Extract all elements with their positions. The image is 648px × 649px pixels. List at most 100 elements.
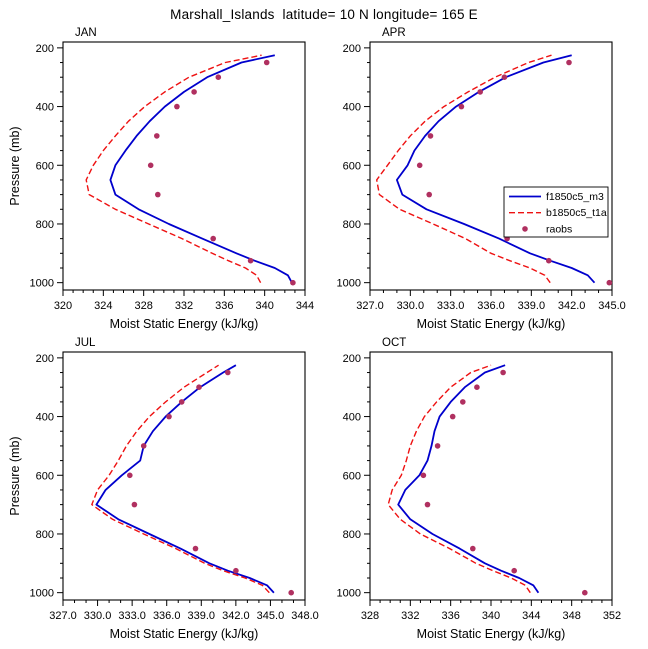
- raobs-dot: [582, 589, 588, 596]
- panel-jul: 327.0 330.0 333.0 336.0 339.0 342.0 345.0 348.0…: [8, 337, 319, 641]
- legend-box: [503, 186, 609, 238]
- series-b1850c5_t1a-line: [85, 54, 262, 284]
- x-tick-label: 342.0: [558, 300, 586, 312]
- raobs-dot: [166, 413, 172, 420]
- raobs-dot: [606, 279, 613, 286]
- x-tick-label: 336: [441, 610, 459, 622]
- y-tick-label: 800: [36, 529, 54, 541]
- plot-frame: [62, 351, 306, 601]
- x-axis-label: Moist Static Energy (kJ/kg): [417, 627, 566, 641]
- y-tick-label: 200: [343, 353, 361, 365]
- raobs-dot: [178, 399, 185, 405]
- y-tick-label: 200: [36, 353, 54, 365]
- legend-entry-label: raobs: [546, 223, 572, 235]
- y-tick-label: 600: [36, 470, 54, 482]
- panel-month-label: JUL: [75, 337, 96, 349]
- x-axis-label: Moist Static Energy (kJ/kg): [417, 317, 566, 331]
- raobs-dot: [155, 191, 161, 198]
- raobs-dot: [210, 235, 216, 242]
- y-tick-label: 1000: [30, 588, 54, 600]
- raobs-dot: [460, 399, 466, 405]
- x-tick-label: 344: [296, 300, 314, 312]
- y-tick-label: 1000: [337, 278, 361, 290]
- series-raobs-dots: [420, 369, 588, 596]
- raobs-dot: [263, 59, 270, 66]
- chart-title: Marshall_Islands latitude= 10 N longitud…: [170, 7, 478, 22]
- y-tick-label: 1000: [337, 588, 361, 600]
- raobs-dot: [566, 59, 572, 66]
- raobs-dot: [192, 545, 199, 552]
- raobs-dot: [290, 279, 296, 286]
- y-tick-label: 800: [36, 219, 54, 231]
- series-f1850c5_m3-line: [109, 54, 293, 284]
- raobs-dot: [458, 103, 465, 110]
- y-tick-label: 400: [343, 412, 361, 424]
- x-axis-label: Moist Static Energy (kJ/kg): [110, 317, 259, 331]
- legend-entry-raobs: raobs: [522, 223, 572, 235]
- plot-frame: [62, 41, 306, 291]
- raobs-dot: [131, 501, 138, 508]
- raobs-dot: [196, 384, 202, 391]
- x-tick-label: 340: [255, 300, 273, 312]
- x-tick-label: 332: [401, 610, 419, 622]
- x-tick-label: 336.0: [477, 300, 505, 312]
- raobs-dot: [427, 133, 434, 139]
- series-raobs-dots: [416, 59, 613, 286]
- x-tick-label: 324: [94, 300, 112, 312]
- x-tick-label: 342.0: [222, 610, 250, 622]
- y-axis-label: Pressure (mb): [8, 436, 22, 515]
- panel-month-label: OCT: [382, 337, 406, 349]
- x-tick-label: 328: [134, 300, 152, 312]
- x-tick-label: 327.0: [49, 610, 77, 622]
- y-tick-label: 1000: [30, 278, 54, 290]
- series-f1850c5_m3-line: [395, 54, 596, 284]
- x-tick-label: 340: [482, 610, 500, 622]
- raobs-dot: [500, 369, 506, 376]
- raobs-dot: [426, 191, 433, 198]
- y-tick-label: 400: [36, 102, 54, 114]
- series-b1850c5_t1a-line: [387, 364, 531, 594]
- legend-entry-b1850c5_t1a: b1850c5_t1a: [509, 207, 607, 219]
- series-b1850c5_t1a-line: [376, 54, 552, 284]
- panel-apr: 327.0 330.0 333.0 336.0 339.0 342.0 345.0 200 40…: [337, 27, 626, 331]
- y-tick-label: 400: [36, 412, 54, 424]
- panel-jan: 320 324 328 332 336 340 344 200 400 600 800 1000 JAN…: [8, 27, 314, 331]
- x-tick-label: 345.0: [598, 300, 626, 312]
- x-tick-label: 348.0: [291, 610, 319, 622]
- raobs-dot: [225, 369, 231, 376]
- raobs-dot: [424, 501, 431, 508]
- x-tick-label: 344: [522, 610, 540, 622]
- x-tick-label: 339.0: [188, 610, 216, 622]
- x-tick-label: 333.0: [118, 610, 146, 622]
- legend-entry-label: f1850c5_m3: [546, 191, 604, 203]
- plot-frame: [369, 351, 613, 601]
- raobs-dot: [470, 545, 476, 552]
- x-tick-label: 336.0: [153, 610, 181, 622]
- raobs-dot: [501, 74, 508, 80]
- y-axis-label: Pressure (mb): [8, 126, 22, 205]
- x-tick-label: 330.0: [397, 300, 425, 312]
- y-tick-label: 200: [343, 43, 361, 55]
- panel-month-label: APR: [382, 27, 406, 39]
- raobs-dot: [416, 162, 423, 169]
- x-tick-label: 339.0: [518, 300, 546, 312]
- raobs-dot: [247, 257, 254, 264]
- legend-dot-sample: [522, 226, 528, 232]
- raobs-dot: [474, 384, 480, 391]
- x-tick-label: 336: [215, 300, 233, 312]
- series-f1850c5_m3-line: [397, 364, 540, 594]
- raobs-dot: [233, 567, 239, 574]
- raobs-dot: [477, 89, 484, 95]
- x-tick-label: 348: [562, 610, 580, 622]
- raobs-dot: [191, 89, 197, 95]
- x-tick-label: 320: [54, 300, 72, 312]
- legend-entry-f1850c5_m3: f1850c5_m3: [509, 191, 604, 203]
- raobs-dot: [511, 567, 517, 574]
- y-tick-label: 800: [343, 219, 361, 231]
- x-tick-label: 330.0: [84, 610, 112, 622]
- raobs-dot: [147, 162, 154, 169]
- y-tick-label: 600: [36, 160, 54, 172]
- raobs-dot: [288, 589, 295, 596]
